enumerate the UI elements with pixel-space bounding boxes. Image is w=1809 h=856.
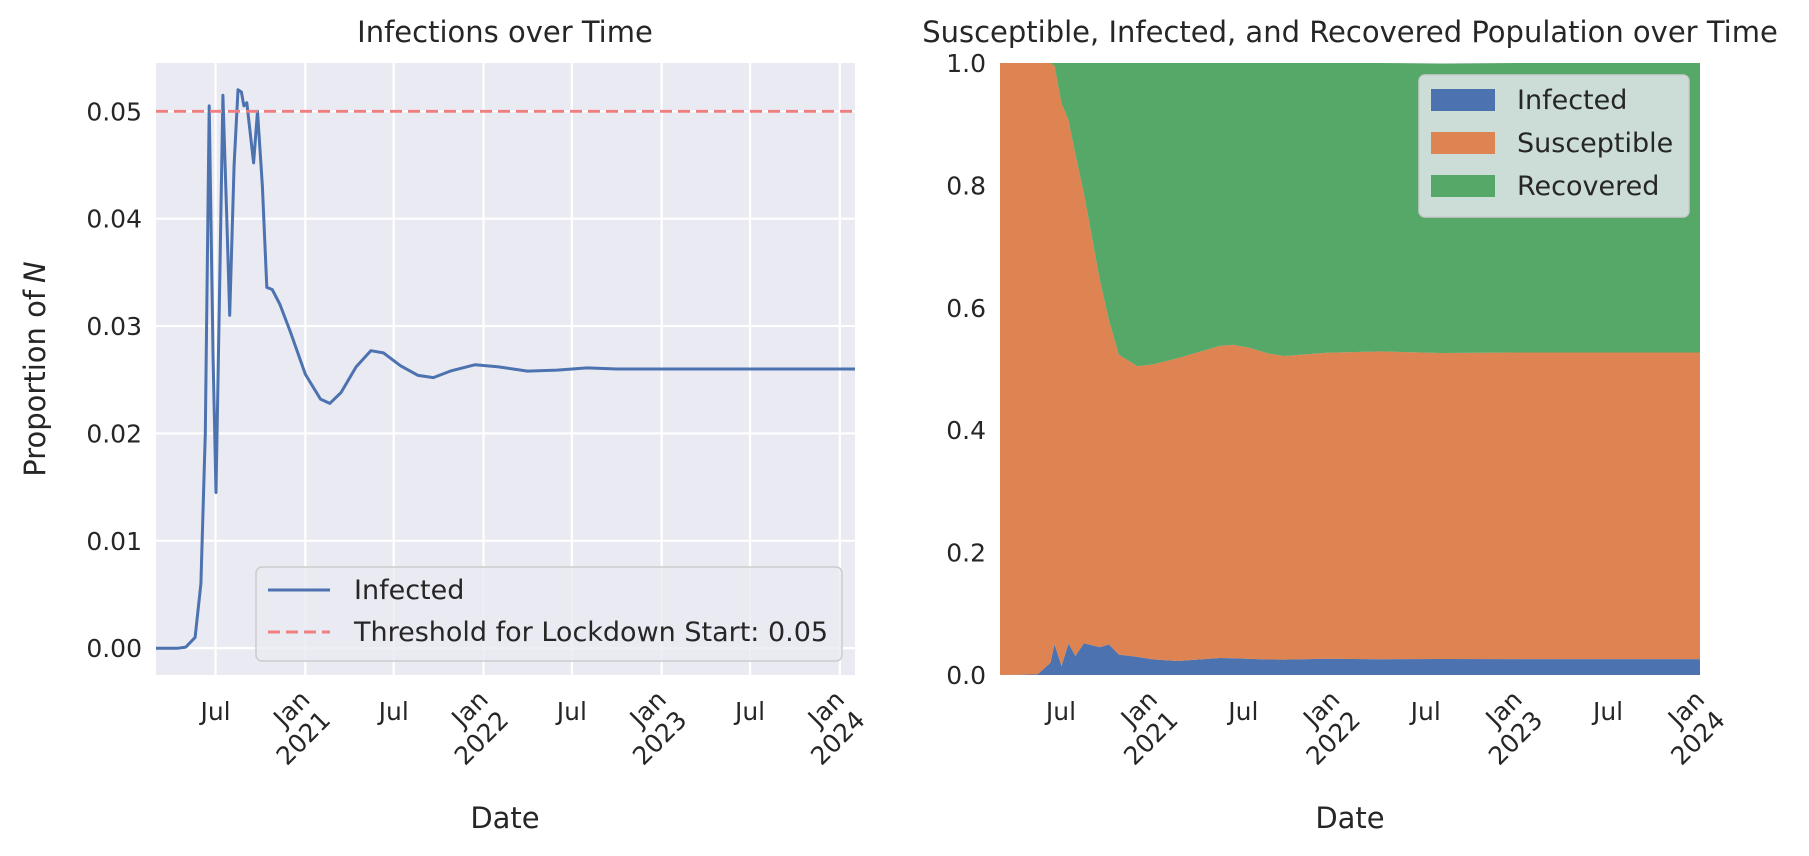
x-tick-label: Jan2024 <box>785 685 871 771</box>
y-tick-label: 0.6 <box>946 294 986 323</box>
legend-box <box>255 566 843 662</box>
sir-x-axis-label: Date <box>1315 801 1384 835</box>
infected-area <box>1000 643 1700 675</box>
x-tick-label: Jan2021 <box>1098 685 1184 771</box>
y-tick-label: 0.2 <box>946 539 986 568</box>
x-tick-label: Jul <box>198 697 230 726</box>
x-tick-label: Jan2024 <box>1645 685 1731 771</box>
y-tick-label: 0.00 <box>86 634 142 663</box>
x-tick-label: Jul <box>1409 697 1441 726</box>
y-tick-label: 0.0 <box>946 661 986 690</box>
y-axis-label-prefix: Proportion of <box>18 289 52 477</box>
x-tick-label: Jan2021 <box>250 685 336 771</box>
x-tick-label: Jan2022 <box>428 685 514 771</box>
y-tick-label: 0.4 <box>946 416 986 445</box>
y-tick-label: 0.04 <box>86 205 142 234</box>
sir-chart: 0.0 0.2 0.4 0.6 0.8 1.0 Jul Jan2021 Jul Jan2022 J… <box>922 15 1778 835</box>
legend-label: Infected <box>1517 85 1627 116</box>
legend-label: Recovered <box>1517 171 1659 202</box>
y-tick-label: 0.01 <box>86 527 142 556</box>
x-tick-label: Jan2023 <box>1462 685 1548 771</box>
infections-legend: Infected Threshold for Lockdown Start: 0.… <box>255 566 843 662</box>
y-axis-label-italic: N <box>18 261 52 283</box>
infected-line <box>156 88 855 650</box>
y-tick-label: 0.03 <box>86 312 142 341</box>
legend-swatch <box>1431 132 1495 154</box>
x-tick-label: Jul <box>1044 697 1076 726</box>
x-tick-label: Jul <box>1226 697 1258 726</box>
susceptible-area <box>1000 63 1700 675</box>
x-tick-label: Jul <box>733 697 765 726</box>
x-tick-label: Jul <box>555 697 587 726</box>
infections-chart: 0.00 0.01 0.02 0.03 0.04 0.05 Jul Jan2021 Jul Ja… <box>18 15 871 835</box>
x-tick-label: Jan2022 <box>1280 685 1366 771</box>
y-tick-label: 0.05 <box>86 97 142 126</box>
x-tick-label: Jan2023 <box>606 685 692 771</box>
legend-swatch <box>1431 175 1495 197</box>
legend-label: Susceptible <box>1517 128 1673 159</box>
infections-chart-title: Infections over Time <box>357 15 653 49</box>
infections-x-axis-label: Date <box>470 801 539 835</box>
infections-y-axis-label: Proportion of N <box>18 261 52 477</box>
x-tick-label: Jul <box>377 697 409 726</box>
sir-legend: Infected Susceptible Recovered <box>1418 74 1690 218</box>
legend-label: Infected <box>354 575 464 606</box>
legend-label: Threshold for Lockdown Start: 0.05 <box>353 617 828 648</box>
legend-swatch <box>1431 89 1495 111</box>
sir-chart-title: Susceptible, Infected, and Recovered Pop… <box>922 15 1778 49</box>
x-tick-label: Jul <box>1591 697 1623 726</box>
y-tick-label: 1.0 <box>946 49 986 78</box>
y-tick-label: 0.8 <box>946 171 986 200</box>
y-tick-label: 0.02 <box>86 419 142 448</box>
